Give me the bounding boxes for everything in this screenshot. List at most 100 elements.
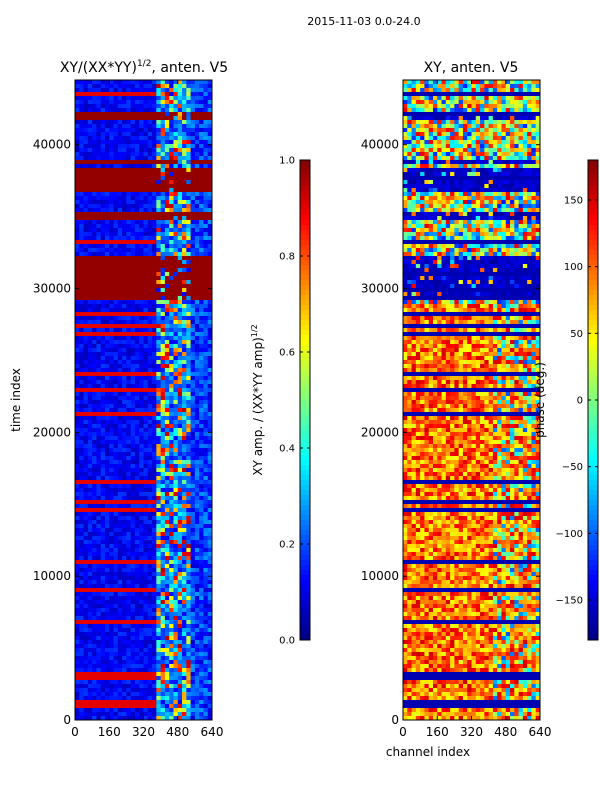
amplitude-heatmap-cell (100, 168, 106, 173)
amplitude-heatmap-cell (199, 96, 204, 101)
amplitude-heatmap-cell (104, 316, 110, 321)
amplitude-heatmap-cell (207, 400, 213, 405)
amplitude-heatmap-cell (186, 412, 191, 417)
amplitude-heatmap-cell (122, 468, 127, 473)
amplitude-heatmap-cell (152, 108, 157, 113)
amplitude-heatmap-cell (83, 488, 89, 493)
amplitude-heatmap-cell (130, 688, 136, 693)
amplitude-heatmap-cell (134, 692, 140, 697)
amplitude-heatmap-cell (130, 468, 136, 473)
amplitude-heatmap-cell (160, 612, 166, 617)
amplitude-heatmap-cell (109, 124, 114, 129)
amplitude-heatmap-cell (130, 148, 136, 153)
amplitude-heatmap-cell (109, 276, 114, 281)
amplitude-heatmap-cell (164, 344, 170, 349)
amplitude-heatmap-cell (164, 584, 170, 589)
amplitude-heatmap-cell (134, 84, 140, 89)
amplitude-heatmap-cell (207, 296, 213, 301)
amplitude-heatmap-cell (207, 88, 213, 93)
amplitude-heatmap-cell (164, 660, 170, 665)
amplitude-heatmap-cell (126, 300, 132, 305)
amplitude-heatmap-cell (130, 456, 136, 461)
amplitude-heatmap-cell (139, 88, 144, 93)
amplitude-heatmap-cell (147, 532, 153, 537)
amplitude-heatmap-cell (134, 504, 140, 509)
amplitude-heatmap-cell (83, 576, 89, 581)
amplitude-heatmap-cell (117, 516, 123, 521)
amplitude-heatmap-cell (139, 128, 144, 133)
amplitude-heatmap-cell (109, 540, 114, 545)
amplitude-heatmap-cell (207, 544, 213, 549)
amplitude-heatmap-cell (113, 420, 119, 425)
amplitude-heatmap-cell (83, 232, 89, 237)
amplitude-heatmap-cell (139, 612, 144, 617)
amplitude-heatmap-cell (104, 260, 110, 265)
amplitude-heatmap-cell (100, 276, 106, 281)
amplitude-heatmap-cell (177, 580, 183, 585)
amplitude-heatmap-cell (194, 248, 200, 253)
amplitude-heatmap-cell (100, 132, 106, 137)
amplitude-heatmap-cell (79, 136, 84, 141)
amplitude-heatmap-cell (104, 92, 110, 97)
amplitude-heatmap-cell (92, 120, 97, 125)
amplitude-heatmap-cell (169, 388, 174, 393)
amplitude-heatmap-cell (203, 656, 209, 661)
amplitude-heatmap-cell (169, 552, 174, 557)
amplitude-heatmap-cell (83, 116, 89, 121)
amplitude-heatmap-cell (169, 624, 174, 629)
amplitude-heatmap-cell (190, 652, 196, 657)
amplitude-heatmap-cell (203, 292, 209, 297)
amplitude-heatmap-cell (173, 120, 179, 125)
amplitude-heatmap-cell (96, 676, 102, 681)
amplitude-heatmap-cell (199, 676, 204, 681)
amplitude-heatmap-cell (182, 124, 187, 129)
amplitude-heatmap-cell (126, 344, 132, 349)
amplitude-heatmap-cell (152, 388, 157, 393)
amplitude-heatmap-cell (104, 360, 110, 365)
amplitude-heatmap-cell (207, 556, 213, 561)
amplitude-heatmap-cell (156, 188, 162, 193)
amplitude-heatmap-cell (203, 80, 209, 85)
amplitude-heatmap-cell (109, 176, 114, 181)
amplitude-heatmap-cell (173, 200, 179, 205)
amplitude-heatmap-cell (122, 288, 127, 293)
amplitude-heatmap-cell (182, 460, 187, 465)
amplitude-heatmap-cell (164, 624, 170, 629)
amplitude-heatmap-cell (203, 512, 209, 517)
amplitude-heatmap-cell (190, 88, 196, 93)
amplitude-heatmap-cell (104, 620, 110, 625)
amplitude-heatmap-cell (203, 212, 209, 217)
amplitude-heatmap-cell (152, 456, 157, 461)
amplitude-heatmap-cell (203, 376, 209, 381)
amplitude-heatmap-cell (92, 612, 97, 617)
amplitude-heatmap-cell (203, 696, 209, 701)
amplitude-heatmap-cell (147, 256, 153, 261)
amplitude-heatmap-cell (126, 668, 132, 673)
amplitude-heatmap-cell (130, 332, 136, 337)
amplitude-heatmap-cell (104, 488, 110, 493)
amplitude-heatmap-cell (79, 236, 84, 241)
amplitude-heatmap-cell (190, 176, 196, 181)
amplitude-heatmap-cell (104, 592, 110, 597)
amplitude-heatmap-cell (139, 280, 144, 285)
amplitude-heatmap-cell (83, 332, 89, 337)
amplitude-heatmap-cell (96, 416, 102, 421)
amplitude-heatmap-cell (143, 392, 149, 397)
amplitude-heatmap-cell (147, 464, 153, 469)
amplitude-heatmap-cell (169, 528, 174, 533)
amplitude-heatmap-cell (83, 532, 89, 537)
amplitude-heatmap-cell (203, 228, 209, 233)
amplitude-heatmap-cell (156, 632, 162, 637)
amplitude-heatmap-cell (169, 176, 174, 181)
amplitude-heatmap-cell (75, 620, 80, 625)
amplitude-heatmap-cell (143, 428, 149, 433)
amplitude-heatmap-cell (87, 648, 93, 653)
amplitude-heatmap-cell (152, 132, 157, 137)
amplitude-heatmap-cell (147, 312, 153, 317)
amplitude-heatmap-cell (79, 308, 84, 313)
amplitude-heatmap-cell (203, 140, 209, 145)
amplitude-heatmap-cell (156, 424, 162, 429)
amplitude-heatmap-cell (113, 100, 119, 105)
amplitude-heatmap-cell (130, 644, 136, 649)
amplitude-heatmap-cell (100, 620, 106, 625)
